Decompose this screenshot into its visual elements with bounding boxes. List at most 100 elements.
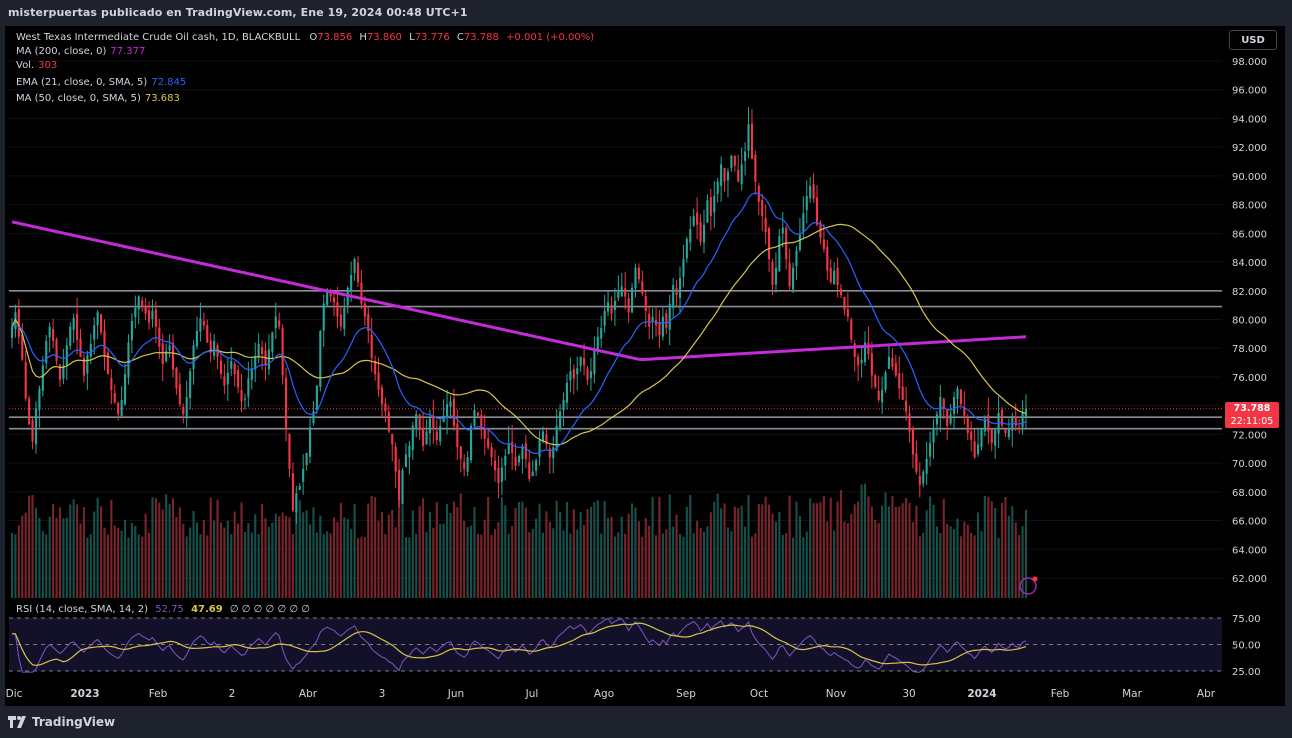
volume-bar <box>261 504 264 598</box>
volume-bar <box>815 503 819 598</box>
change-value: +0.001 (+0.00%) <box>506 32 595 43</box>
ma50-legend[interactable]: MA (50, close, 0, SMA, 5) 73.683 <box>16 92 180 106</box>
candle-body <box>182 407 185 415</box>
candle-body <box>798 234 801 251</box>
volume-bar <box>976 512 980 598</box>
candle-body <box>93 325 96 340</box>
candle-body <box>744 151 747 161</box>
rsi-line <box>12 617 1027 673</box>
ma200-legend[interactable]: MA (200, close, 0) 77.377 <box>16 45 145 59</box>
candle-body <box>716 181 719 194</box>
candle-body <box>905 400 908 412</box>
volume-bar <box>911 522 915 598</box>
candle-body <box>353 259 356 274</box>
volume-bar <box>723 503 726 598</box>
candle-body <box>120 399 123 417</box>
volume-bar <box>469 525 473 598</box>
candle-body <box>637 267 640 280</box>
candle-body <box>970 431 973 441</box>
candle-body <box>483 429 486 439</box>
volume-bar <box>79 523 82 598</box>
rsi-ma-value: 47.69 <box>191 604 223 615</box>
candle-body <box>935 414 938 425</box>
candle-body <box>171 342 175 370</box>
candle-body <box>411 425 414 450</box>
volume-bar <box>905 498 908 598</box>
volume-bar <box>363 537 366 598</box>
candle-body <box>195 330 199 347</box>
volume-bar <box>637 521 640 598</box>
candle-body <box>672 285 675 308</box>
price-tick-label: 90.000 <box>1232 172 1267 183</box>
volume-bar <box>648 525 651 598</box>
candle-body <box>476 412 479 416</box>
candle-body <box>356 262 360 283</box>
candle-body <box>696 212 699 225</box>
volume-bar <box>480 534 483 598</box>
ema21-legend[interactable]: EMA (21, close, 0, SMA, 5) 72.845 <box>16 76 186 90</box>
candle-body <box>1007 428 1010 438</box>
ma200-label: MA (200, close, 0) <box>16 46 107 57</box>
candle-body <box>144 305 147 314</box>
candle-body <box>76 314 79 340</box>
volume-bar <box>34 507 38 598</box>
volume-bar <box>661 533 664 598</box>
tradingview-logo[interactable]: TradingView <box>8 715 115 729</box>
candle-body <box>983 418 986 432</box>
candle-body <box>521 445 524 460</box>
candle-body <box>401 470 404 504</box>
volume-bar <box>356 537 360 598</box>
candle-body <box>833 270 836 285</box>
volume-bar <box>788 495 791 598</box>
rsi-legend[interactable]: RSI (14, close, SMA, 14, 2) 52.75 47.69 … <box>16 604 310 615</box>
candle-body <box>288 433 291 469</box>
candle-body <box>942 398 945 409</box>
volume-bar <box>881 505 884 598</box>
price-tick-label: 80.000 <box>1232 316 1267 327</box>
candle-body <box>291 473 294 511</box>
candle-body <box>363 303 366 317</box>
volume-bar <box>733 506 736 598</box>
candle-body <box>281 328 284 376</box>
time-tick-label: 30 <box>902 688 915 700</box>
volume-bar <box>908 503 911 598</box>
candle-body <box>493 460 497 471</box>
volume-bar <box>490 535 493 598</box>
volume-bar <box>141 536 144 598</box>
volume-legend[interactable]: Vol. 303 <box>16 59 57 73</box>
volume-bar <box>209 497 212 598</box>
volume-bar <box>706 526 709 598</box>
candle-body <box>884 372 887 390</box>
volume-bar <box>1004 496 1007 598</box>
volume-bar <box>761 504 764 598</box>
volume-bar <box>952 529 956 598</box>
volume-bar <box>100 506 103 598</box>
volume-bar <box>682 536 685 598</box>
candle-body <box>517 455 521 463</box>
volume-bar <box>281 512 284 598</box>
candle-body <box>360 282 363 304</box>
currency-button[interactable]: USD <box>1229 30 1277 50</box>
symbol-legend[interactable]: West Texas Intermediate Crude Oil cash, … <box>16 31 594 45</box>
volume-bar <box>603 500 606 598</box>
volume-bar <box>768 504 771 598</box>
volume-bar <box>983 495 986 598</box>
volume-bar <box>130 522 133 598</box>
price-tick-label: 94.000 <box>1232 114 1267 125</box>
candle-body <box>569 371 572 381</box>
volume-bar <box>726 527 730 598</box>
volume-bar <box>709 512 712 598</box>
volume-bar <box>459 493 462 598</box>
volume-bar <box>127 537 130 598</box>
volume-bar <box>329 533 332 598</box>
volume-bar <box>14 534 17 598</box>
volume-bar <box>45 534 48 598</box>
candle-body <box>199 318 202 332</box>
volume-bars <box>10 483 1028 598</box>
candle-body <box>641 281 644 294</box>
alert-icon[interactable] <box>1019 577 1037 595</box>
candle-body <box>648 313 651 327</box>
candle-body <box>463 462 466 469</box>
candle-body <box>28 398 31 425</box>
